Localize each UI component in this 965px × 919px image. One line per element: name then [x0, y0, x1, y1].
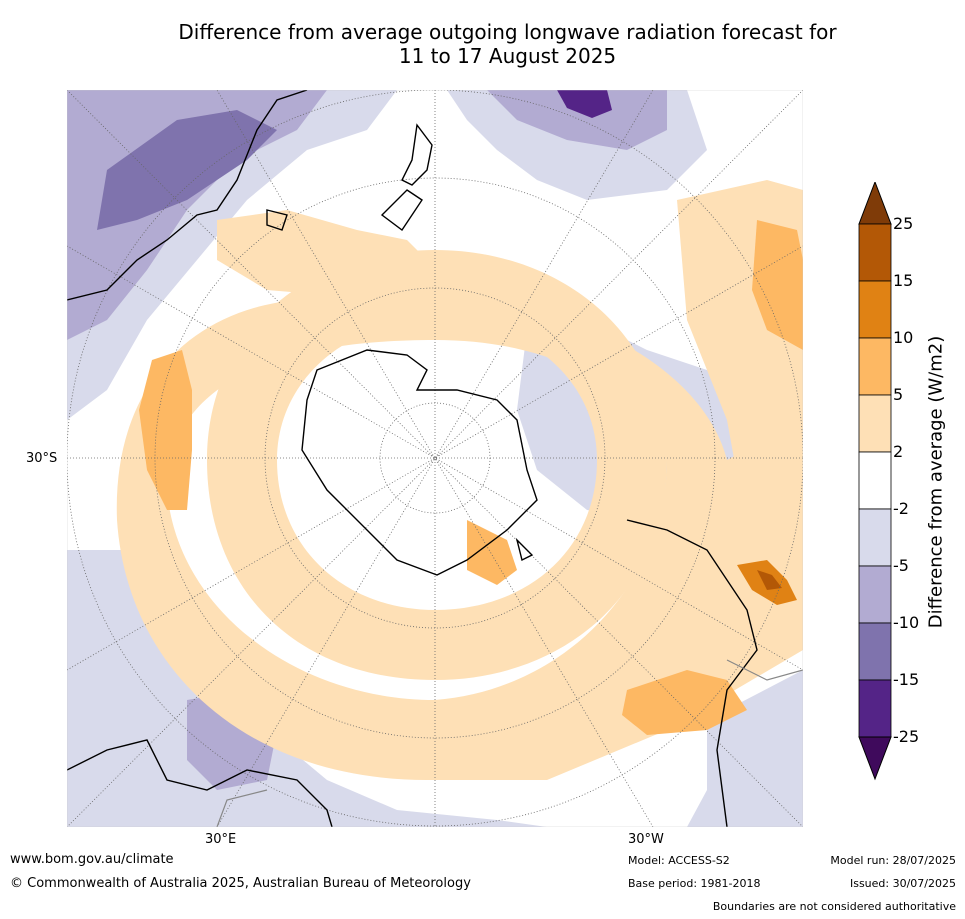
anomaly-pos5-region-south: [467, 520, 517, 585]
meridian-60e: [67, 245, 803, 671]
country-borders: [216, 659, 803, 827]
footer-disclaimer: Boundaries are not considered authoritat…: [712, 900, 956, 913]
anomaly-pos5-region-west: [139, 350, 192, 510]
africa-coastline: [67, 739, 333, 827]
anomaly-pos15-region-se: [757, 570, 782, 590]
map-title: Difference from average outgoing longwav…: [0, 20, 965, 68]
footer-website: www.bom.gov.au/climate: [10, 852, 174, 867]
footer-model-run: Model run: 28/07/2025: [830, 854, 956, 867]
colorbar-tick: -2: [893, 499, 909, 518]
antarctica-coastline: [301, 349, 538, 576]
colorbar-tick: -10: [893, 613, 920, 632]
colorbar-bin-2-5: [858, 394, 892, 453]
colorbar-bin-neg5-neg2: [858, 508, 892, 567]
lat-label-30s: 30°S: [26, 451, 58, 466]
south-georgia-island: [515, 537, 534, 562]
anomaly-pos2-region-outer-ring: [116, 300, 803, 780]
colorbar-min-arrow: [858, 736, 892, 781]
south-america-border: [726, 659, 803, 681]
anomaly-pos5-region-ne: [752, 220, 803, 350]
anomaly-neg2-region-se: [687, 670, 803, 827]
lon-label-30w: 30°W: [628, 832, 664, 847]
new-zealand-south: [380, 189, 423, 232]
lon-label-30e: 30°E: [205, 832, 237, 847]
tasmania-coastline: [266, 209, 288, 231]
title-line-2: 11 to 17 August 2025: [398, 44, 617, 68]
footer-base-period: Base period: 1981-2018: [628, 877, 761, 890]
colorbar-tick: 25: [893, 214, 914, 233]
title-line-1: Difference from average outgoing longwav…: [178, 20, 837, 44]
colorbar-tick: -15: [893, 670, 920, 689]
meridian-45: [67, 90, 803, 827]
colorbar-tick: 15: [893, 271, 914, 290]
colorbar-bin-neg15-neg10: [858, 622, 892, 681]
polar-anomaly-map: [67, 90, 803, 827]
colorbar-bin-5-10: [858, 337, 892, 396]
colorbar-max-arrow: [858, 182, 892, 225]
footer-model: Model: ACCESS-S2: [628, 854, 730, 867]
colorbar-tick: -5: [893, 556, 909, 575]
colorbar-bin-neg2-2: [858, 451, 892, 510]
colorbar-tick: 10: [893, 328, 914, 347]
graticule: [67, 90, 803, 827]
anomaly-pos2-region-nz: [217, 210, 437, 295]
colorbar: [858, 182, 892, 781]
colorbar-title: Difference from average (W/m2): [925, 335, 947, 629]
footer-copyright: © Commonwealth of Australia 2025, Austra…: [10, 876, 471, 891]
anomaly-neg5-region-n: [487, 90, 667, 150]
colorbar-tick: -25: [893, 727, 920, 746]
coastlines: [67, 90, 758, 827]
colorbar-tick: 2: [893, 442, 904, 461]
africa-border: [216, 789, 268, 827]
colorbar-bin-10-15: [858, 280, 892, 339]
south-america-coastline: [626, 519, 758, 827]
anomaly-pos5-region-se: [622, 670, 747, 735]
anomaly-neg15-region-n: [557, 90, 612, 118]
footer-issued: Issued: 30/07/2025: [849, 877, 956, 890]
colorbar-bin-15-25: [858, 223, 892, 282]
colorbar-bin-neg10-neg5: [858, 565, 892, 624]
australia-coastline: [67, 90, 308, 301]
colorbar-bin-neg25-neg15: [858, 679, 892, 738]
meridian-60w: [67, 245, 803, 671]
anomaly-neg10-region-nw: [97, 110, 277, 230]
new-zealand-north: [401, 123, 433, 186]
meridian-135: [67, 90, 803, 827]
colorbar-tick: 5: [893, 385, 904, 404]
